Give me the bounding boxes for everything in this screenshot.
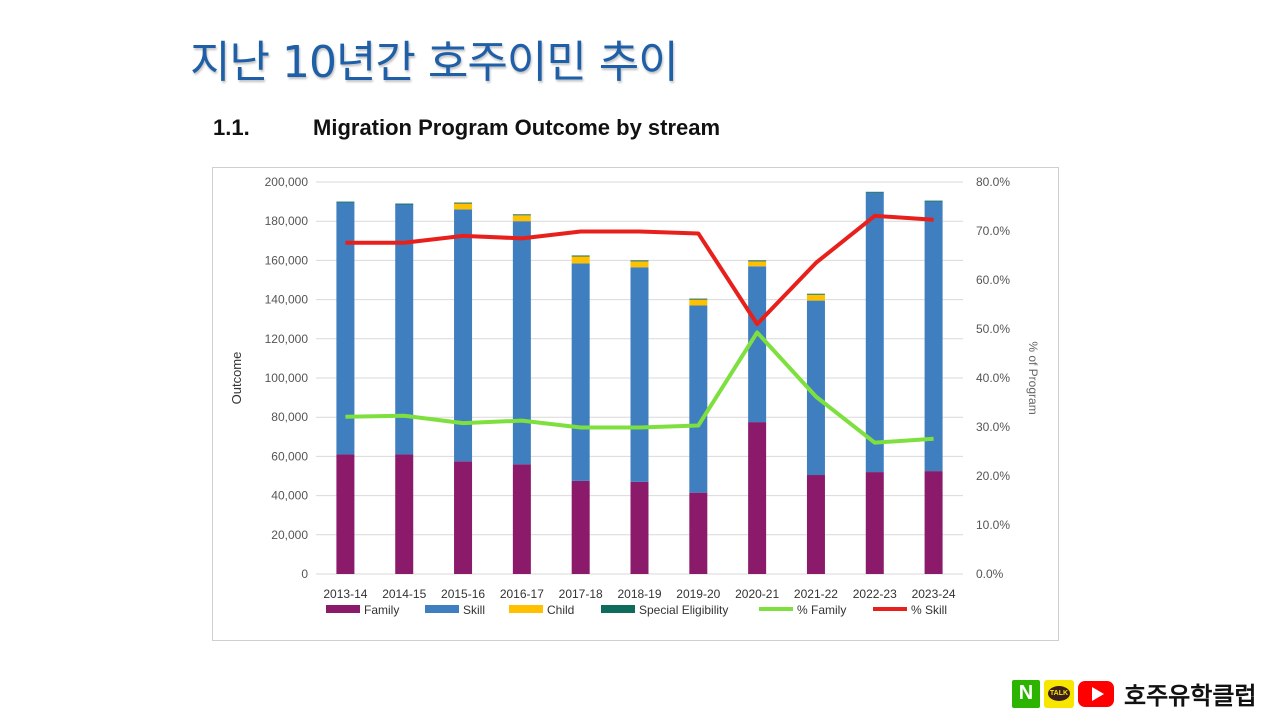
y-tick-label: 140,000 xyxy=(265,293,309,307)
talk-bubble-label: TALK xyxy=(1048,686,1070,701)
bar-child xyxy=(806,294,825,301)
bar-skill xyxy=(336,202,355,455)
x-tick-label: 2014-15 xyxy=(382,587,426,601)
y-tick-label: 120,000 xyxy=(265,332,309,346)
bar-child xyxy=(571,256,590,264)
y2-tick-label: 80.0% xyxy=(976,175,1010,189)
bar-family xyxy=(454,461,473,574)
chart-container: 0 20,000 40,000 60,000 80,000 100,000 120,000 1… xyxy=(212,167,1059,641)
y2-tick-label: 20.0% xyxy=(976,469,1010,483)
bar-skill xyxy=(630,267,649,482)
y-tick-label: 20,000 xyxy=(271,528,308,542)
y-tick-label: 100,000 xyxy=(265,371,309,385)
y-tick-label: 40,000 xyxy=(271,489,308,503)
bar-special-eligibility xyxy=(865,191,884,193)
line--family xyxy=(345,330,934,445)
bar-special-eligibility xyxy=(806,293,825,295)
x-tick-label: 2022-23 xyxy=(853,587,897,601)
x-tick-label: 2018-19 xyxy=(617,587,661,601)
x-tick-label: 2013-14 xyxy=(323,587,367,601)
legend-label: Child xyxy=(547,603,574,617)
y-tick-label: 200,000 xyxy=(265,175,309,189)
y-tick-label: 160,000 xyxy=(265,253,309,267)
y2-tick-label: 70.0% xyxy=(976,224,1010,238)
bar-skill xyxy=(571,263,590,481)
bar-skill xyxy=(748,266,767,423)
kakaotalk-icon[interactable]: TALK xyxy=(1044,679,1074,708)
legend-label: % Skill xyxy=(911,603,947,617)
bar-child xyxy=(454,203,473,210)
bar-skill xyxy=(512,221,531,465)
bar-family xyxy=(395,454,414,574)
y-axis-label: Outcome xyxy=(229,352,244,405)
bar-special-eligibility xyxy=(689,298,708,300)
y-tick-label: 80,000 xyxy=(271,410,308,424)
bar-family xyxy=(512,464,531,574)
bar-special-eligibility xyxy=(512,214,531,216)
bar-skill xyxy=(924,201,943,472)
bar-special-eligibility xyxy=(571,255,590,257)
y-tick-label: 180,000 xyxy=(265,214,309,228)
slide-title: 지난 10년간 호주이민 추이 xyxy=(190,37,679,88)
x-tick-label: 2017-18 xyxy=(559,587,603,601)
bar-skill xyxy=(806,300,825,476)
y2-tick-label: 40.0% xyxy=(976,371,1010,385)
legend-swatch xyxy=(601,605,635,613)
bar-special-eligibility xyxy=(454,202,473,204)
naver-icon[interactable]: N xyxy=(1012,679,1040,708)
legend-swatch xyxy=(509,605,543,613)
y2-tick-label: 60.0% xyxy=(976,273,1010,287)
x-tick-label: 2016-17 xyxy=(500,587,544,601)
brand-footer: N TALK 호주유학클럽 xyxy=(1012,676,1256,711)
bar-family xyxy=(571,480,590,574)
bar-child xyxy=(630,261,649,268)
bar-skill xyxy=(689,305,708,493)
legend-label: Special Eligibility xyxy=(639,603,728,617)
line--skill xyxy=(345,213,934,327)
figure-title: Migration Program Outcome by stream xyxy=(313,115,721,140)
play-icon xyxy=(1091,686,1104,701)
y-tick-label: 60,000 xyxy=(271,449,308,463)
bar-family xyxy=(865,472,884,574)
brand-name: 호주유학클럽 xyxy=(1124,682,1257,710)
bar-special-eligibility xyxy=(924,200,943,202)
bar-special-eligibility xyxy=(336,201,355,203)
bar-family xyxy=(924,471,943,574)
bar-special-eligibility xyxy=(748,260,767,262)
legend-swatch xyxy=(326,605,360,613)
legend-label: Skill xyxy=(463,603,485,617)
y2-tick-label: 50.0% xyxy=(976,322,1010,336)
y2-axis-label: % of Program xyxy=(1026,341,1040,414)
legend-label: % Family xyxy=(797,603,846,617)
y2-tick-label: 30.0% xyxy=(976,420,1010,434)
x-tick-label: 2015-16 xyxy=(441,587,485,601)
bar-special-eligibility xyxy=(630,260,649,262)
legend-swatch xyxy=(425,605,459,613)
bar-family xyxy=(336,454,355,574)
bar-family xyxy=(806,475,825,574)
bar-child xyxy=(748,261,767,267)
bar-child xyxy=(512,215,531,222)
x-tick-label: 2023-24 xyxy=(912,587,956,601)
bar-skill xyxy=(454,209,473,462)
bar-family xyxy=(748,422,767,574)
naver-icon-letter: N xyxy=(1018,682,1034,704)
chart-canvas: 0 20,000 40,000 60,000 80,000 100,000 120,000 1… xyxy=(229,175,1040,617)
x-tick-label: 2019-20 xyxy=(676,587,720,601)
bar-child xyxy=(689,299,708,306)
youtube-icon[interactable] xyxy=(1078,680,1114,707)
bar-skill xyxy=(395,204,414,455)
y2-tick-label: 10.0% xyxy=(976,518,1010,532)
bar-skill xyxy=(865,192,884,473)
legend-label: Family xyxy=(364,603,399,617)
bar-family xyxy=(689,492,708,574)
x-tick-label: 2020-21 xyxy=(735,587,779,601)
bar-special-eligibility xyxy=(395,203,414,205)
y-tick-label: 0 xyxy=(301,567,308,581)
figure-number: 1.1. xyxy=(213,115,250,140)
x-tick-label: 2021-22 xyxy=(794,587,838,601)
y2-tick-label: 0.0% xyxy=(976,567,1004,581)
bar-family xyxy=(630,481,649,574)
